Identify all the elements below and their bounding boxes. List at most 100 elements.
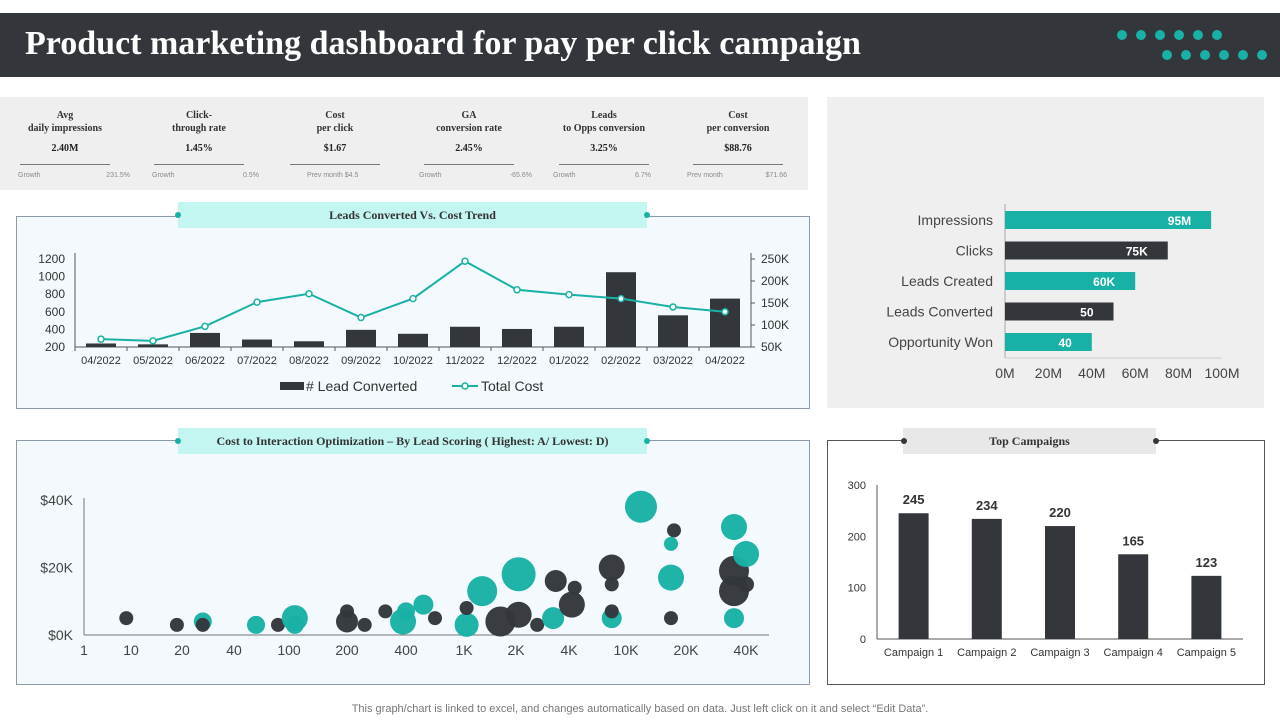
x-tick-label: 10K	[614, 642, 640, 658]
kpi-foot-label: Growth	[152, 172, 175, 179]
kpi-divider	[20, 164, 110, 165]
kpi-foot-value: $71.66	[765, 172, 787, 179]
cost-point	[201, 322, 209, 331]
cost-point	[305, 290, 313, 298]
kpi-value: 2.45%	[455, 143, 483, 154]
bubble	[357, 617, 372, 632]
bubble	[378, 604, 393, 619]
title-dot-left	[175, 212, 181, 218]
bubble	[501, 557, 536, 592]
kpi-label: Avg daily impressions	[28, 110, 102, 134]
bubble	[733, 541, 759, 567]
bubble	[428, 611, 442, 626]
bubble	[625, 490, 657, 523]
kpi-foot-value: 0.5%	[243, 172, 259, 179]
bubble	[454, 612, 479, 637]
bubble	[285, 615, 304, 634]
trend-chart: 200 400 600 800 1000 1200 50K 100K 150K 200K 250K 0…	[38, 252, 789, 394]
funnel-bar	[1005, 241, 1168, 260]
kpi-divider	[559, 164, 649, 165]
x-tick-label: 200	[335, 642, 359, 658]
campaign-value-label: 245	[903, 492, 925, 507]
lead-bar	[658, 315, 688, 347]
bubble	[604, 604, 619, 619]
funnel-category-label: Clicks	[956, 243, 993, 259]
left-tick-label: 600	[45, 305, 65, 319]
kpi-cost-per-click: Cost per click $1.67 Prev month $4.5	[280, 97, 390, 190]
header-dot	[1181, 50, 1191, 60]
lead-bar	[138, 344, 168, 347]
funnel-category-label: Leads Created	[901, 273, 993, 289]
campaign-category-label: Campaign 4	[1104, 647, 1163, 659]
x-tick-label: 4K	[560, 642, 578, 658]
bubble	[119, 611, 134, 626]
cost-point	[669, 303, 677, 311]
funnel-bar	[1005, 211, 1212, 229]
kpi-divider	[693, 164, 783, 165]
funnel-panel: Impressions 95M Clicks 75K Leads Created 60K L…	[827, 97, 1264, 408]
x-tick-label: 09/2022	[341, 355, 381, 367]
funnel-value-label: 75K	[1126, 245, 1148, 259]
bubble	[544, 570, 567, 592]
bubble	[247, 615, 265, 634]
bubble	[195, 617, 210, 632]
lead-bar	[554, 326, 584, 347]
header-dot	[1155, 30, 1165, 40]
campaign-value-label: 234	[976, 498, 998, 513]
bubble	[169, 617, 184, 632]
bubble	[542, 607, 565, 630]
kpi-label: Cost per conversion	[706, 110, 770, 134]
header-dot	[1257, 50, 1267, 60]
y-tick-label: $20K	[40, 560, 73, 576]
bubble	[567, 580, 582, 595]
x-tick-label: 10/2022	[393, 355, 433, 367]
legend-label-line: Total Cost	[481, 378, 543, 394]
x-tick-label: 40M	[1078, 365, 1105, 381]
bubble	[336, 610, 358, 633]
x-tick-label: 2K	[507, 642, 525, 658]
x-tick-label: 1	[80, 642, 88, 658]
right-tick-label: 250K	[761, 252, 789, 266]
kpi-foot-label: Growth	[553, 172, 576, 179]
kpi-divider	[424, 164, 514, 165]
cost-point	[357, 313, 365, 322]
lead-bar	[606, 272, 636, 347]
cost-point	[97, 335, 105, 343]
x-tick-label: 60M	[1122, 365, 1149, 381]
header-dot	[1174, 30, 1184, 40]
funnel-bar	[1005, 333, 1092, 351]
x-tick-label: 100	[277, 642, 301, 658]
lead-bar	[710, 298, 740, 347]
cost-point	[513, 286, 521, 294]
header-dot	[1193, 30, 1203, 40]
funnel-value-label: 50	[1080, 306, 1094, 320]
title-dot-right	[644, 438, 650, 444]
kpi-foot-label: Prev month $4.5	[307, 172, 359, 179]
bubble-chart: $0K $20K $40K 1 10 20 40 100 200 400 1K 2K 4K 10K 20K 4…	[40, 490, 769, 658]
footnote: This graph/chart is linked to excel, and…	[351, 703, 929, 715]
header-dot	[1136, 30, 1146, 40]
campaign-category-label: Campaign 5	[1177, 647, 1236, 659]
y-tick-label: 200	[848, 531, 866, 543]
legend-swatch-marker	[461, 382, 469, 390]
campaign-category-label: Campaign 2	[957, 647, 1016, 659]
lead-bar	[190, 332, 220, 347]
left-tick-label: 800	[45, 287, 65, 301]
trend-title: Leads Converted Vs. Cost Trend	[178, 202, 647, 228]
bubble	[598, 554, 625, 581]
campaign-bar	[898, 513, 929, 639]
x-tick-label: 20K	[674, 642, 700, 658]
scatter-title: Cost to Interaction Optimization – By Le…	[178, 428, 647, 454]
y-tick-label: 300	[848, 480, 866, 492]
bubble	[667, 523, 681, 538]
left-tick-label: 200	[45, 340, 65, 354]
bubble	[505, 601, 532, 628]
bubble	[459, 601, 474, 615]
x-tick-label: 11/2022	[446, 355, 485, 367]
kpi-foot-label: Prev month	[687, 172, 723, 179]
kpi-label: GA conversion rate	[436, 110, 502, 134]
left-tick-label: 1000	[38, 270, 65, 284]
bubble	[467, 576, 498, 607]
header-dot	[1162, 50, 1172, 60]
funnel-value-label: 40	[1058, 336, 1072, 350]
